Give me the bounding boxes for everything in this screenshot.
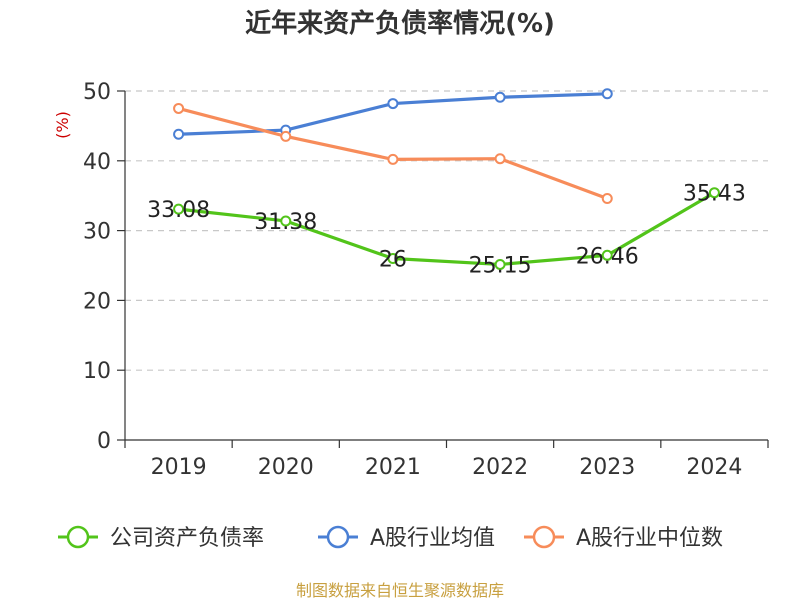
series-lines xyxy=(178,92,716,267)
data-label-2019: 33.08 xyxy=(147,198,210,223)
point-2-2022 xyxy=(494,153,506,165)
point-0-2020 xyxy=(280,215,292,227)
data-label-2020: 31.38 xyxy=(254,210,317,235)
data-label-2022: 25.15 xyxy=(469,253,532,278)
point-2-2020 xyxy=(280,130,292,142)
axes xyxy=(117,90,769,448)
legend-marker-0 xyxy=(66,525,90,549)
y-axis-label: (%) xyxy=(53,111,72,139)
point-0-2023 xyxy=(601,249,613,261)
data-label-2023: 26.46 xyxy=(576,244,639,269)
y-tick-label-50: 50 xyxy=(83,80,111,105)
point-0-2024 xyxy=(708,187,720,199)
point-1-2021 xyxy=(387,98,399,110)
series-line-2 xyxy=(178,106,608,200)
point-0-2019 xyxy=(173,203,185,215)
tick-labels: 0 10 20 30 40 50 2019 2020 2021 2022 2023 2024 xyxy=(83,80,742,480)
source-note: 制图数据来自恒生聚源数据库 xyxy=(296,581,504,600)
y-tick-label-0: 0 xyxy=(97,429,111,454)
y-tick-label-30: 30 xyxy=(83,220,111,245)
x-tick-label-2021: 2021 xyxy=(365,455,421,480)
y-tick-label-20: 20 xyxy=(83,289,111,314)
x-tick-label-2020: 2020 xyxy=(258,455,314,480)
y-tick-label-40: 40 xyxy=(83,150,111,175)
point-2-2021 xyxy=(387,153,399,165)
gridlines xyxy=(125,90,768,371)
point-1-2022 xyxy=(494,91,506,103)
point-0-2021 xyxy=(387,253,399,265)
x-tick-label-2022: 2022 xyxy=(472,455,528,480)
point-1-2019 xyxy=(173,128,185,140)
point-1-2023 xyxy=(601,88,613,100)
x-tick-label-2024: 2024 xyxy=(686,455,742,480)
y-tick-label-10: 10 xyxy=(83,359,111,384)
legend-label-2: A股行业中位数 xyxy=(576,526,723,551)
point-2-2023 xyxy=(601,192,613,204)
legend-label-1: A股行业均值 xyxy=(370,526,495,551)
point-2-2019 xyxy=(173,102,185,114)
data-label-2024: 35.43 xyxy=(683,182,746,207)
legend: 公司资产负债率 A股行业均值 A股行业中位数 xyxy=(58,525,723,551)
legend-marker-2 xyxy=(532,525,556,549)
series-line-0 xyxy=(178,191,716,267)
data-labels: 33.08 31.38 26 25.15 26.46 35.43 xyxy=(147,182,746,279)
point-0-2022 xyxy=(494,258,506,270)
series-points xyxy=(173,88,720,270)
x-tick-label-2019: 2019 xyxy=(151,455,207,480)
x-tick-label-2023: 2023 xyxy=(579,455,635,480)
data-label-2021: 26 xyxy=(379,248,407,273)
chart-title: 近年来资产负债率情况(%) xyxy=(245,8,555,39)
legend-marker-1 xyxy=(326,525,350,549)
legend-label-0: 公司资产负债率 xyxy=(110,526,264,551)
